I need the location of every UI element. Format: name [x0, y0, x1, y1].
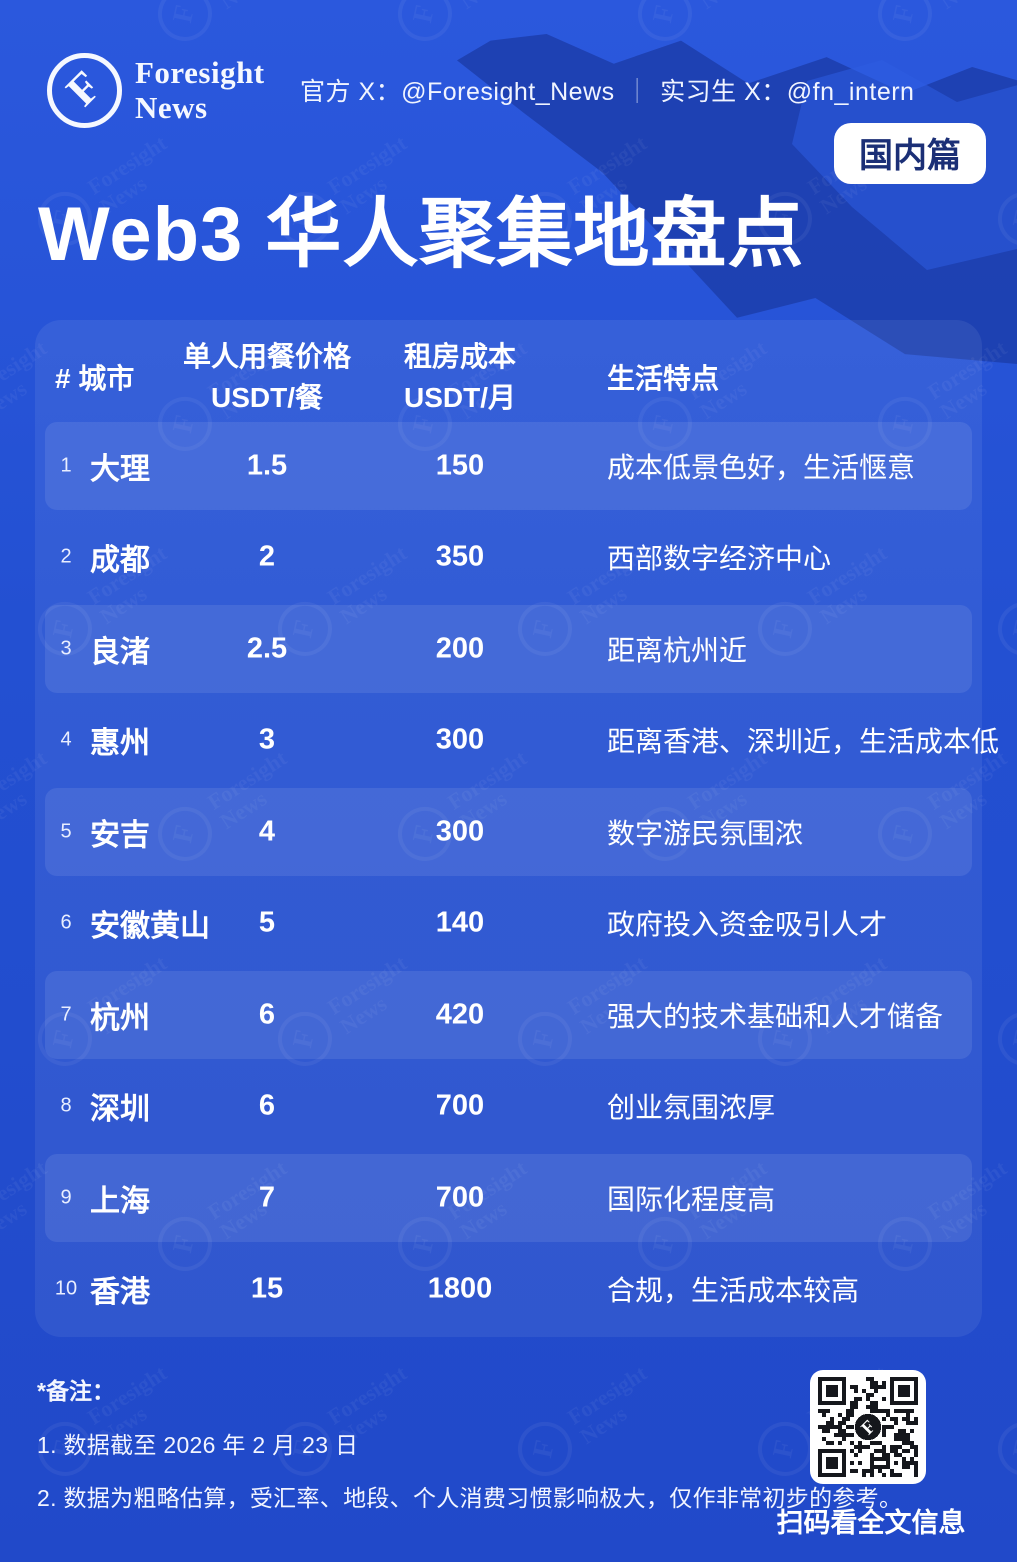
table-row: 6 安徽黄山 5 140 政府投入资金吸引人才	[35, 878, 982, 970]
row-features: 强大的技术基础和人才储备	[607, 1000, 944, 1032]
row-features: 距离香港、深圳近，生活成本低	[607, 726, 1000, 758]
qr-code: F	[810, 1370, 926, 1484]
row-rent-cost: 150	[435, 449, 485, 482]
row-meal-price: 7	[258, 1181, 276, 1214]
row-city: 惠州	[90, 727, 150, 761]
row-city: 香港	[90, 1276, 150, 1310]
table-row: 8 深圳 6 700 创业氛围浓厚	[35, 1061, 982, 1153]
col-header-rank-city: # 城市	[55, 363, 135, 394]
logo-f-mark: F	[56, 61, 111, 116]
row-rank: 5	[60, 820, 72, 843]
row-features: 成本低景色好，生活惬意	[607, 451, 916, 483]
row-city: 安吉	[90, 818, 150, 852]
qr-code-image: F	[818, 1377, 918, 1477]
row-meal-price: 2	[258, 540, 276, 573]
row-rent-cost: 420	[435, 998, 485, 1031]
row-rank: 4	[60, 728, 72, 751]
notes-title: *备注：	[37, 1378, 115, 1404]
row-meal-price: 6	[258, 1089, 276, 1122]
row-features: 合规，生活成本较高	[607, 1275, 860, 1307]
row-meal-price: 6	[258, 998, 276, 1031]
row-meal-price: 5	[258, 906, 276, 939]
row-rent-cost: 350	[435, 540, 485, 573]
row-rank: 3	[60, 637, 72, 660]
handle-separator: ｜	[624, 78, 651, 106]
row-city: 安徽黄山	[90, 910, 210, 944]
row-city: 上海	[90, 1184, 150, 1218]
brand-line1: Foresight	[135, 55, 265, 90]
row-rent-cost: 700	[435, 1181, 485, 1214]
table-row: 1 大理 1.5 150 成本低景色好，生活惬意	[35, 420, 982, 512]
row-features: 西部数字经济中心	[607, 543, 832, 575]
row-city: 良渚	[90, 635, 150, 669]
table-row: 2 成都 2 350 西部数字经济中心	[35, 512, 982, 604]
row-rent-cost: 300	[435, 815, 485, 848]
row-rank: 9	[60, 1186, 72, 1209]
row-meal-price: 4	[258, 815, 276, 848]
row-rank: 1	[60, 454, 72, 477]
table-row: 9 上海 7 700 国际化程度高	[35, 1152, 982, 1244]
row-rank: 2	[60, 545, 72, 568]
row-rank: 8	[60, 1094, 72, 1117]
table-row: 5 安吉 4 300 数字游民氛围浓	[35, 786, 982, 878]
row-city: 杭州	[90, 1001, 150, 1035]
row-rent-cost: 300	[435, 723, 485, 756]
row-features: 政府投入资金吸引人才	[607, 909, 888, 941]
row-rank: 10	[54, 1277, 78, 1300]
category-badge: 国内篇	[834, 123, 986, 184]
table-row: 10 香港 15 1800 合规，生活成本较高	[35, 1244, 982, 1336]
row-city: 大理	[90, 452, 150, 486]
col-header-meal-price: 单人用餐价格 USDT/餐	[182, 341, 351, 413]
table-row: 4 惠州 3 300 距离香港、深圳近，生活成本低	[35, 695, 999, 787]
intern-x-handle: 实习生 X：@fn_intern	[660, 78, 915, 106]
row-rent-cost: 140	[435, 906, 485, 939]
table-header: # 城市 单人用餐价格 USDT/餐 租房成本 USDT/月 生活特点	[35, 320, 982, 420]
qr-caption: 扫码看全文信息	[776, 1508, 966, 1538]
note-line-1: 1. 数据截至 2026 年 2 月 23 日	[37, 1432, 359, 1458]
row-rank: 7	[60, 1003, 72, 1026]
footnotes: *备注： 1. 数据截至 2026 年 2 月 23 日 2. 数据为粗略估算，…	[37, 1372, 902, 1532]
row-features: 距离杭州近	[607, 634, 748, 666]
row-features: 创业氛围浓厚	[607, 1092, 776, 1124]
row-city: 成都	[90, 544, 150, 578]
brand-line2: News	[135, 89, 208, 125]
table-row: 3 良渚 2.5 200 距离杭州近	[35, 603, 982, 695]
city-table: # 城市 单人用餐价格 USDT/餐 租房成本 USDT/月 生活特点 1 大理…	[35, 320, 999, 1337]
row-rent-cost: 1800	[427, 1272, 493, 1305]
row-meal-price: 2.5	[246, 632, 288, 665]
official-x-handle: 官方 X：@Foresight_News	[300, 78, 615, 106]
poster-title: Web3 华人聚集地盘点	[38, 192, 805, 277]
row-features: 数字游民氛围浓	[607, 817, 804, 849]
row-meal-price: 1.5	[246, 449, 288, 482]
col-header-rent-cost: 租房成本 USDT/月	[403, 341, 516, 413]
foresight-logo-icon: F	[47, 53, 122, 128]
brand-name: Foresight News	[135, 55, 265, 125]
row-features: 国际化程度高	[607, 1183, 776, 1215]
row-meal-price: 15	[250, 1272, 284, 1305]
social-handles: 官方 X：@Foresight_News ｜ 实习生 X：@fn_intern	[300, 72, 914, 108]
row-meal-price: 3	[258, 723, 276, 756]
row-rent-cost: 700	[435, 1089, 485, 1122]
col-header-features: 生活特点	[607, 363, 720, 394]
table-row: 7 杭州 6 420 强大的技术基础和人才储备	[35, 969, 982, 1061]
row-rank: 6	[60, 911, 72, 934]
row-city: 深圳	[90, 1093, 150, 1127]
note-line-2: 2. 数据为粗略估算，受汇率、地段、个人消费习惯影响极大，仅作非常初步的参考。	[37, 1485, 903, 1511]
row-rent-cost: 200	[435, 632, 485, 665]
